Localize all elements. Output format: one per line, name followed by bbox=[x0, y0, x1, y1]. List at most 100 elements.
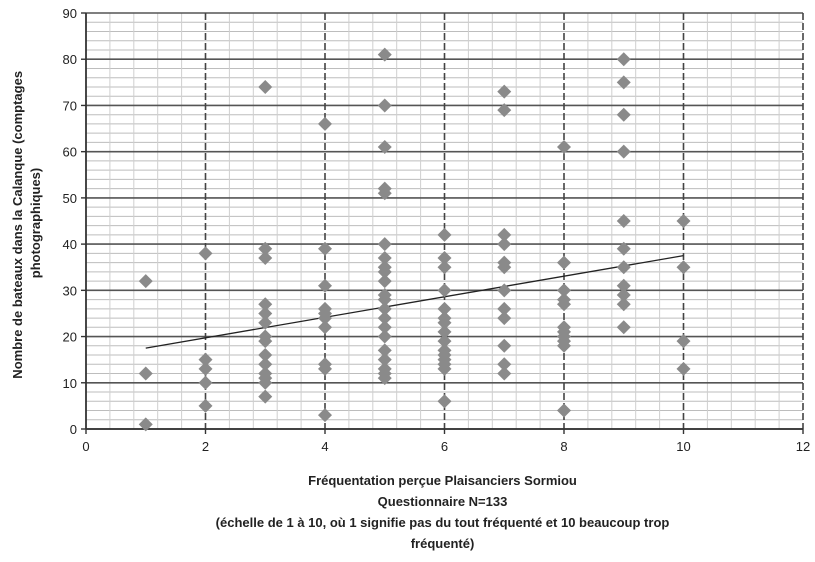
data-points bbox=[138, 47, 691, 432]
data-point bbox=[437, 260, 452, 275]
data-point bbox=[616, 52, 631, 67]
y-axis-ticks: 0 10 20 30 40 50 60 70 80 90 bbox=[63, 6, 77, 437]
data-point bbox=[377, 329, 392, 344]
data-point bbox=[616, 214, 631, 228]
data-point bbox=[318, 361, 332, 376]
data-point bbox=[258, 79, 273, 94]
data-point bbox=[557, 338, 571, 353]
data-point bbox=[616, 287, 631, 302]
data-point bbox=[377, 250, 392, 265]
data-point bbox=[198, 398, 213, 413]
y-axis-title: Nombre de bateaux dans la Calanque (comp… bbox=[10, 67, 43, 378]
data-point bbox=[377, 47, 392, 62]
data-point bbox=[497, 260, 512, 275]
data-point bbox=[497, 237, 512, 252]
data-point bbox=[258, 357, 273, 372]
data-point bbox=[318, 311, 332, 326]
data-point bbox=[318, 278, 332, 293]
data-point bbox=[676, 214, 691, 228]
y-tick-label: 10 bbox=[63, 376, 77, 391]
data-point bbox=[198, 352, 213, 367]
data-point bbox=[616, 107, 631, 122]
data-point bbox=[497, 311, 512, 326]
x-tick-label: 8 bbox=[560, 439, 567, 454]
data-point bbox=[377, 264, 392, 279]
trendline-group bbox=[145, 255, 684, 349]
y-tick-label: 20 bbox=[63, 330, 77, 345]
data-point bbox=[616, 297, 631, 312]
data-point bbox=[616, 278, 631, 293]
data-point bbox=[557, 255, 571, 270]
data-point bbox=[318, 320, 332, 335]
data-point bbox=[258, 250, 273, 265]
y-tick-label: 0 bbox=[70, 422, 77, 437]
data-point bbox=[377, 237, 392, 252]
data-point bbox=[616, 75, 631, 90]
data-point bbox=[676, 334, 691, 349]
data-point bbox=[437, 250, 452, 265]
data-point bbox=[616, 320, 631, 335]
data-point bbox=[497, 301, 512, 316]
data-point bbox=[198, 375, 213, 390]
y-tick-label: 90 bbox=[63, 6, 77, 21]
data-point bbox=[557, 403, 571, 418]
data-point bbox=[258, 241, 273, 256]
data-point bbox=[437, 315, 452, 330]
data-point bbox=[616, 144, 631, 159]
data-point bbox=[616, 241, 631, 256]
y-tick-label: 70 bbox=[63, 98, 77, 113]
x-axis-title-line-4: fréquenté) bbox=[410, 536, 475, 551]
data-point bbox=[437, 394, 452, 409]
data-point bbox=[557, 140, 571, 155]
x-axis-title-line-3: (échelle de 1 à 10, où 1 signifie pas du… bbox=[215, 515, 670, 530]
data-point bbox=[676, 260, 691, 275]
data-point bbox=[557, 297, 571, 312]
data-point bbox=[377, 371, 392, 386]
y-tick-label: 40 bbox=[63, 237, 77, 252]
y-axis-title-line-2: photographiques) bbox=[28, 168, 43, 279]
y-tick-label: 60 bbox=[63, 145, 77, 160]
data-point bbox=[437, 334, 452, 349]
data-point bbox=[437, 301, 452, 316]
data-point bbox=[258, 315, 273, 330]
x-tick-label: 0 bbox=[82, 439, 89, 454]
x-axis-title-line-2: Questionnaire N=133 bbox=[377, 494, 508, 509]
trendline bbox=[145, 255, 684, 349]
data-point bbox=[377, 274, 392, 289]
data-point bbox=[377, 98, 392, 113]
x-axis-title-line-1: Fréquentation perçue Plaisanciers Sormio… bbox=[308, 473, 577, 488]
data-point bbox=[138, 366, 153, 381]
data-point bbox=[377, 343, 392, 358]
x-tick-label: 2 bbox=[202, 439, 209, 454]
data-point bbox=[377, 311, 392, 326]
data-point bbox=[557, 283, 571, 298]
data-point bbox=[198, 361, 213, 376]
data-point bbox=[497, 366, 512, 381]
data-point bbox=[616, 260, 631, 275]
data-point bbox=[676, 361, 691, 376]
x-tick-label: 12 bbox=[796, 439, 810, 454]
data-point bbox=[138, 274, 153, 289]
data-point bbox=[258, 297, 273, 312]
data-point bbox=[258, 348, 273, 363]
data-point bbox=[497, 283, 512, 298]
y-tick-label: 80 bbox=[63, 52, 77, 67]
x-tick-label: 10 bbox=[676, 439, 690, 454]
data-point bbox=[258, 334, 273, 349]
data-point bbox=[318, 116, 332, 131]
x-axis-ticks: 0 2 4 6 8 10 12 bbox=[82, 439, 810, 454]
data-point bbox=[318, 241, 332, 256]
data-point bbox=[497, 103, 512, 118]
data-point bbox=[497, 84, 512, 99]
data-point bbox=[318, 408, 332, 423]
y-axis-title-line-1: Nombre de bateaux dans la Calanque (comp… bbox=[10, 71, 25, 379]
data-point bbox=[138, 417, 153, 432]
data-point bbox=[497, 357, 512, 372]
data-point bbox=[497, 227, 512, 242]
data-point bbox=[437, 227, 452, 242]
data-point bbox=[258, 306, 273, 321]
data-point bbox=[377, 301, 392, 316]
data-point bbox=[377, 186, 392, 201]
data-point bbox=[377, 292, 392, 307]
